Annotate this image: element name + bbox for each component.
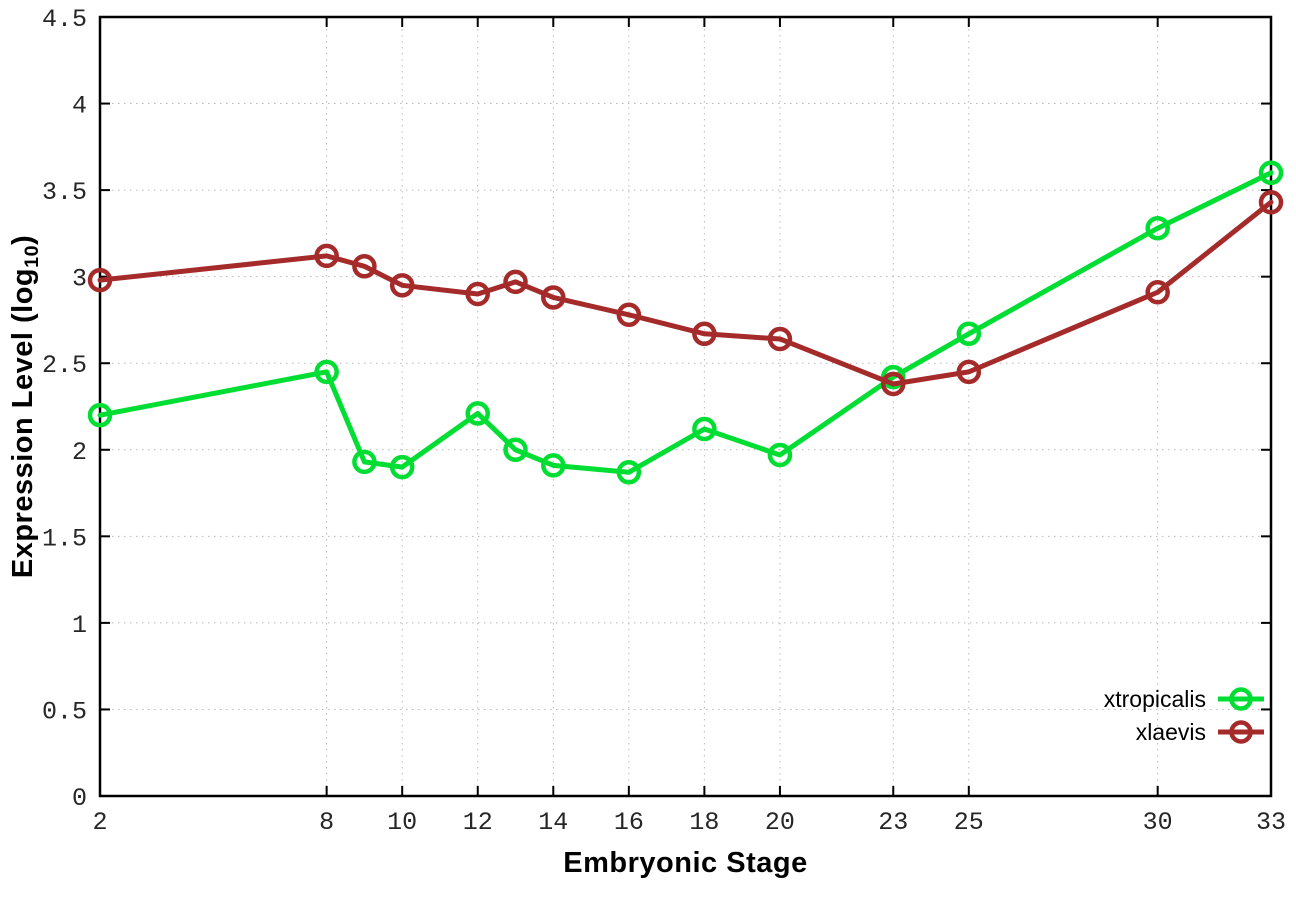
y-tick-label: 0 — [72, 784, 87, 813]
data-point-xtropicalis — [767, 442, 793, 468]
legend-marker-xlaevis-icon — [1218, 720, 1264, 744]
data-point-xlaevis — [389, 273, 415, 298]
x-tick-label: 14 — [538, 808, 568, 837]
data-point-xlaevis — [503, 269, 528, 295]
data-point-xlaevis — [1145, 279, 1170, 305]
x-tick-label: 12 — [463, 808, 493, 837]
data-point-xtropicalis — [465, 401, 490, 426]
y-axis-title-text: Expression Level (log — [7, 267, 40, 579]
series-line-xlaevis — [97, 199, 1274, 387]
y-tick-label: 1.5 — [42, 524, 87, 553]
y-tick-label: 2 — [72, 438, 87, 467]
x-tick-label: 18 — [689, 808, 719, 837]
data-point-xtropicalis — [1145, 215, 1170, 241]
y-axis-title-close: ) — [7, 234, 40, 245]
data-point-xlaevis — [314, 243, 339, 269]
y-tick-label: 0.5 — [42, 697, 87, 726]
legend-marker-xtropicalis-icon — [1218, 687, 1264, 711]
y-tick-label: 2.5 — [42, 351, 87, 380]
data-point-xlaevis — [767, 326, 793, 352]
data-point-xtropicalis — [616, 460, 642, 485]
y-tick-label: 3.5 — [42, 178, 87, 207]
data-point-xtropicalis — [87, 402, 113, 428]
series-line-xtropicalis — [97, 170, 1274, 475]
data-point-xtropicalis — [389, 454, 415, 480]
x-tick-label: 8 — [319, 808, 334, 837]
x-tick-label: 16 — [614, 808, 644, 837]
y-tick-label: 1 — [72, 611, 87, 640]
legend-label-xtropicalis: xtropicalis — [1103, 685, 1206, 712]
legend-row-xtropicalis: xtropicalis — [1104, 685, 1266, 713]
x-tick-label: 33 — [1256, 808, 1286, 837]
y-tick-label: 4 — [72, 92, 87, 121]
legend: xtropicalis xlaevis — [1104, 685, 1266, 746]
data-point-xlaevis — [541, 285, 566, 310]
data-point-xlaevis — [87, 267, 113, 293]
plot-frame — [98, 15, 1273, 798]
data-point-xlaevis — [352, 254, 377, 279]
x-tick-label: 25 — [954, 808, 984, 837]
x-axis-title: Embryonic Stage — [563, 847, 808, 879]
x-tick-label: 20 — [765, 808, 795, 837]
data-point-xlaevis — [616, 302, 642, 328]
y-axis-title: Expression Level (log10) — [0, 17, 52, 796]
data-point-xtropicalis — [503, 437, 528, 463]
data-point-xlaevis — [692, 321, 717, 347]
x-tick-label: 10 — [387, 808, 417, 837]
legend-row-xlaevis: xlaevis — [1136, 718, 1266, 746]
data-point-xtropicalis — [314, 359, 339, 385]
data-point-xlaevis — [881, 371, 906, 397]
y-tick-label: 3 — [72, 265, 87, 294]
x-tick-label: 30 — [1143, 808, 1173, 837]
data-point-xtropicalis — [1258, 160, 1284, 186]
data-point-xtropicalis — [541, 453, 566, 478]
data-point-xlaevis — [1258, 189, 1284, 215]
y-axis-title-subscript: 10 — [21, 244, 44, 268]
data-point-xtropicalis — [956, 321, 982, 347]
y-tick-label: 4.5 — [42, 5, 87, 34]
x-tick-label: 2 — [92, 808, 107, 837]
legend-label-xlaevis: xlaevis — [1135, 718, 1206, 745]
data-point-xtropicalis — [352, 449, 377, 475]
data-point-xtropicalis — [692, 416, 717, 442]
x-tick-label: 23 — [878, 808, 908, 837]
data-point-xlaevis — [465, 281, 490, 307]
data-point-xlaevis — [956, 359, 982, 385]
